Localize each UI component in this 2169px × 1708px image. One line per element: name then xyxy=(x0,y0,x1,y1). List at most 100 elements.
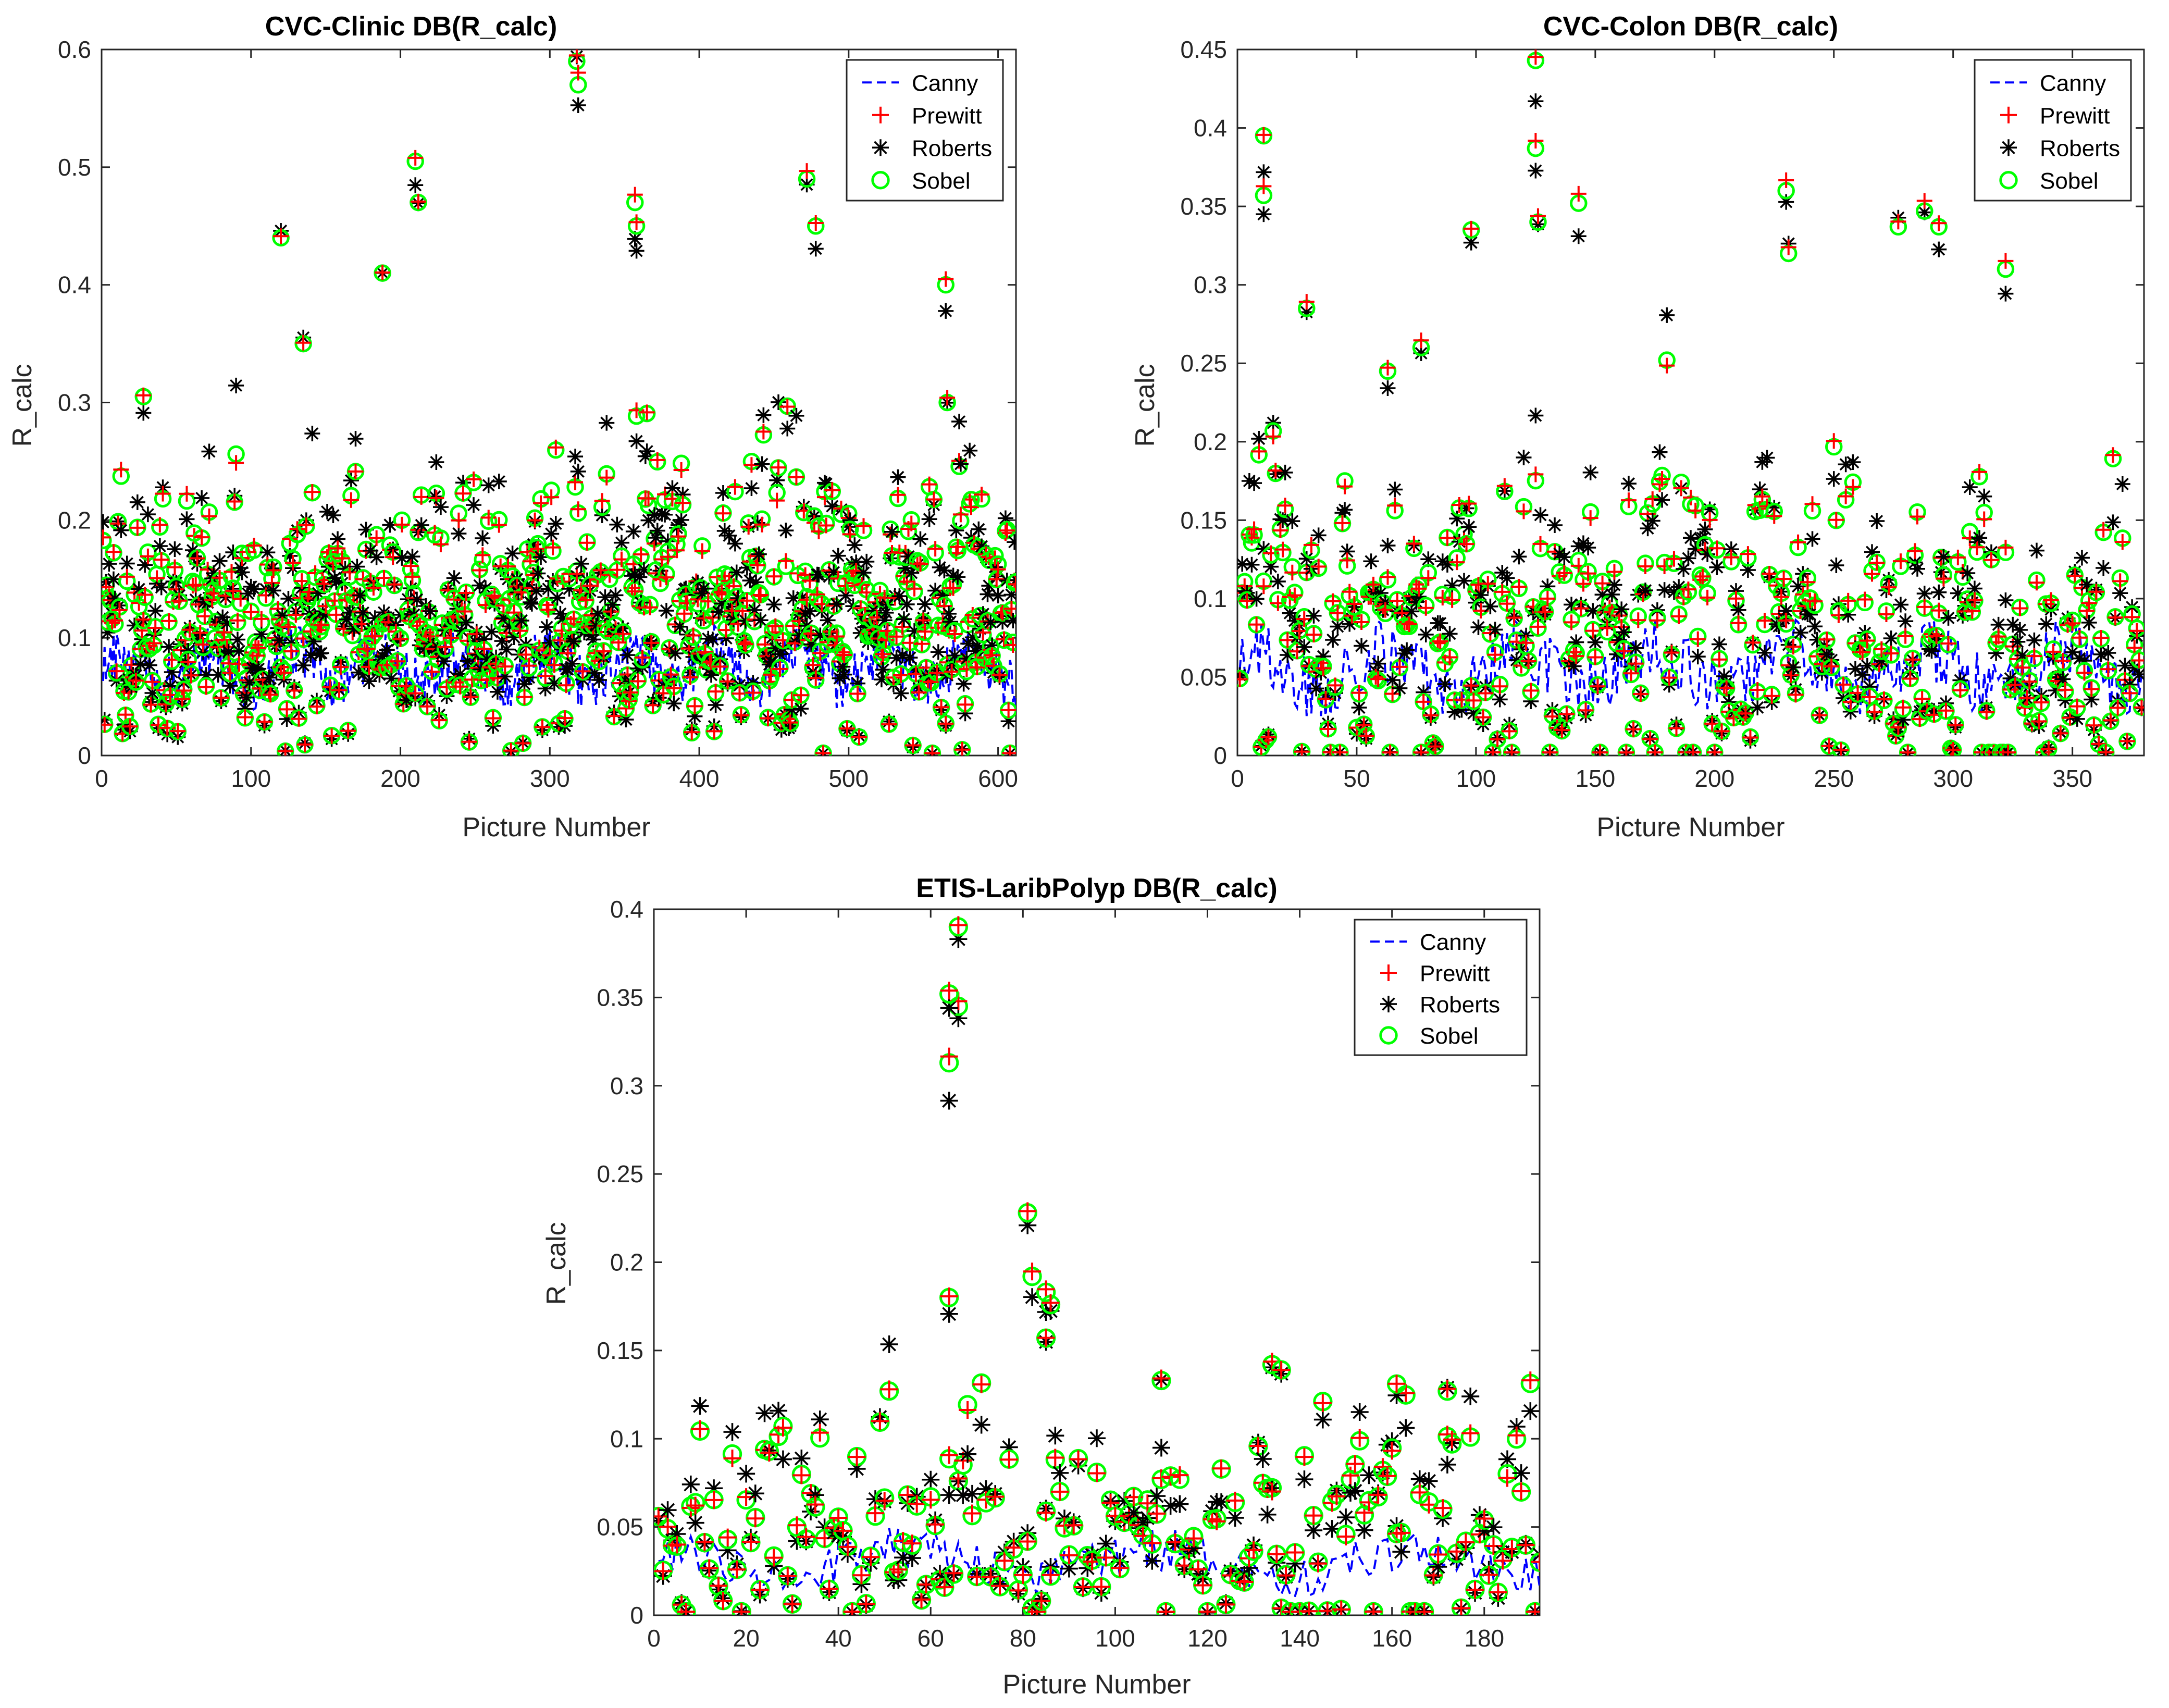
prewitt-point xyxy=(1303,537,1319,553)
plot-area xyxy=(654,916,1540,1615)
roberts-point xyxy=(829,1527,848,1545)
roberts-point xyxy=(548,516,564,532)
prewitt-point xyxy=(1528,132,1544,148)
roberts-point xyxy=(878,604,894,621)
roberts-point xyxy=(1688,541,1704,557)
prewitt-point xyxy=(1370,671,1386,687)
roberts-point xyxy=(633,595,649,611)
prewitt-point xyxy=(1392,1524,1410,1542)
roberts-point xyxy=(328,574,344,590)
roberts-point xyxy=(545,573,561,589)
prewitt-point xyxy=(982,1568,1000,1586)
prewitt-point xyxy=(1014,1566,1032,1584)
roberts-point xyxy=(436,653,452,670)
prewitt-point xyxy=(890,487,906,503)
roberts-point xyxy=(1466,705,1482,721)
prewitt-point xyxy=(1902,671,1918,687)
prewitt-point xyxy=(1392,659,1408,675)
prewitt-point xyxy=(579,535,595,551)
roberts-point xyxy=(2081,614,2097,630)
prewitt-point xyxy=(673,462,689,478)
prewitt-point xyxy=(991,1577,1009,1595)
roberts-point xyxy=(480,477,497,493)
roberts-point xyxy=(1434,553,1451,570)
roberts-point xyxy=(660,533,676,549)
roberts-point xyxy=(325,508,341,523)
roberts-point xyxy=(2114,476,2130,492)
roberts-point xyxy=(1315,648,1331,664)
prewitt-point xyxy=(857,1595,875,1613)
prewitt-point xyxy=(1318,691,1334,707)
prewitt-point xyxy=(113,462,129,478)
roberts-point xyxy=(1950,585,1966,601)
roberts-point xyxy=(1780,637,1796,653)
roberts-point xyxy=(1383,1432,1401,1451)
roberts-point xyxy=(1964,595,1980,611)
prewitt-point xyxy=(694,543,710,559)
y-tick-label: 0 xyxy=(630,1602,643,1629)
prewitt-point xyxy=(2131,652,2144,669)
roberts-point xyxy=(1609,646,1625,662)
roberts-point xyxy=(721,527,737,543)
prewitt-point xyxy=(1862,689,1878,705)
roberts-point xyxy=(657,506,673,523)
roberts-point xyxy=(771,394,787,410)
prewitt-point xyxy=(1881,579,1897,596)
prewitt-point xyxy=(1558,706,1575,722)
prewitt-point xyxy=(2026,648,2042,664)
prewitt-point xyxy=(1723,549,1739,565)
roberts-point xyxy=(455,475,471,491)
roberts-point xyxy=(866,603,882,619)
prewitt-point xyxy=(1152,1369,1170,1388)
prewitt-point xyxy=(787,635,803,651)
prewitt-point xyxy=(630,673,646,689)
prewitt-point xyxy=(1966,592,1982,608)
prewitt-point xyxy=(365,580,381,596)
prewitt-point xyxy=(192,625,208,641)
prewitt-point xyxy=(291,711,307,727)
roberts-point xyxy=(1568,634,1584,650)
roberts-point xyxy=(899,596,915,612)
prewitt-point xyxy=(808,670,824,686)
prewitt-point xyxy=(2055,653,2071,669)
roberts-point xyxy=(940,999,958,1017)
y-tick-label: 0.3 xyxy=(1194,271,1227,299)
roberts-point xyxy=(1606,577,1622,593)
roberts-point xyxy=(828,596,845,612)
legend-label-sobel: Sobel xyxy=(1420,1023,1479,1049)
roberts-point xyxy=(808,241,824,257)
roberts-point xyxy=(1776,610,1792,626)
roberts-point xyxy=(383,671,400,687)
roberts-point xyxy=(1237,556,1250,572)
roberts-point xyxy=(1931,584,1947,600)
prewitt-point xyxy=(875,1492,894,1510)
prewitt-point xyxy=(1910,509,1925,525)
prewitt-point xyxy=(1239,593,1255,609)
prewitt-point xyxy=(1762,565,1778,581)
prewitt-point xyxy=(1413,745,1429,756)
prewitt-point xyxy=(1451,497,1467,513)
roberts-point xyxy=(1251,431,1267,447)
prewitt-point xyxy=(880,1380,898,1398)
prewitt-point xyxy=(1532,536,1548,552)
prewitt-point xyxy=(105,544,121,560)
prewitt-point xyxy=(518,647,534,663)
roberts-point xyxy=(1370,655,1386,672)
roberts-point xyxy=(1740,562,1756,578)
prewitt-point xyxy=(570,65,586,81)
roberts-point xyxy=(337,561,353,577)
roberts-point xyxy=(2084,691,2100,708)
prewitt-point xyxy=(2088,584,2104,600)
prewitt-point xyxy=(1512,1482,1530,1501)
x-tick-label: 80 xyxy=(1010,1625,1036,1652)
roberts-point xyxy=(791,627,808,643)
prewitt-point xyxy=(995,1552,1013,1570)
roberts-point xyxy=(1397,1419,1415,1437)
prewitt-point xyxy=(1000,702,1016,718)
roberts-point xyxy=(422,603,438,620)
roberts-point xyxy=(191,631,207,647)
roberts-point xyxy=(224,580,240,597)
roberts-point xyxy=(1360,1466,1378,1484)
x-axis-label: Picture Number xyxy=(462,812,650,843)
roberts-point xyxy=(399,692,414,708)
